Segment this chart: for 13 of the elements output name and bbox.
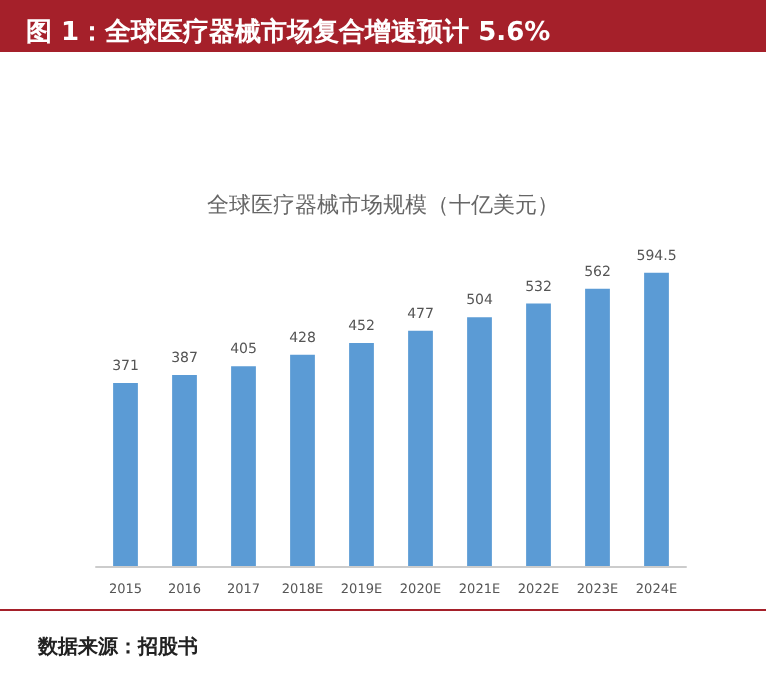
bar: [349, 343, 374, 566]
bar: [290, 354, 315, 566]
bar: [644, 272, 669, 566]
bar: [526, 303, 551, 566]
bar: [585, 288, 610, 566]
chart-title: 图 1：全球医疗器械市场复合增速预计 5.6%: [26, 16, 551, 48]
bar: [172, 375, 197, 566]
source-note: 数据来源：招股书: [36, 635, 198, 659]
chart-subtitle: 全球医疗器械市场规模（十亿美元）: [207, 192, 559, 218]
bar: [113, 382, 138, 566]
bar: [231, 366, 256, 566]
bar: [467, 317, 492, 566]
bar: [408, 330, 433, 566]
